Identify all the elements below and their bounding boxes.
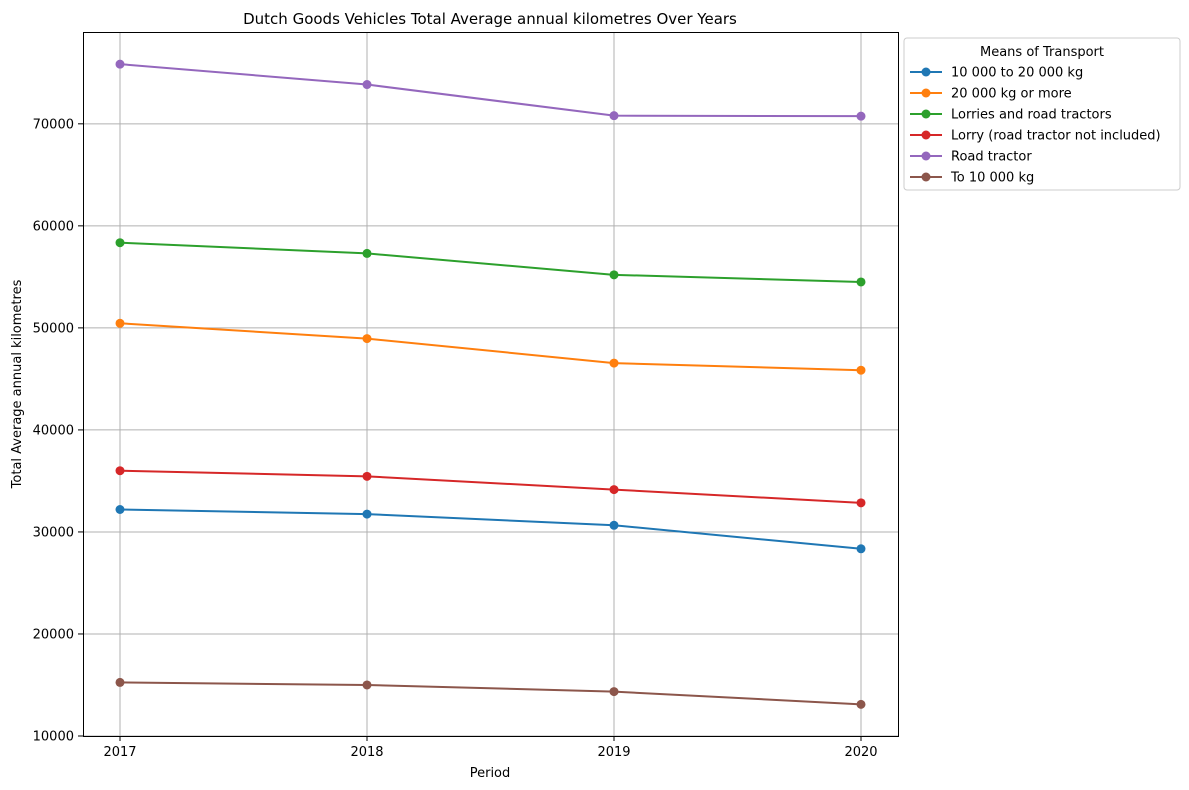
- chart-title: Dutch Goods Vehicles Total Average annua…: [243, 10, 737, 28]
- legend-marker: [921, 109, 931, 119]
- legend-marker: [921, 88, 931, 98]
- legend: Means of Transport 10 000 to 20 000 kg 20…: [903, 37, 1181, 191]
- series-line: [119, 508, 862, 550]
- y-tick-label: 60000: [33, 219, 74, 234]
- data-point: [115, 59, 125, 69]
- data-point: [856, 277, 866, 287]
- y-tick-label: 20000: [33, 627, 74, 642]
- legend-label: Lorry (road tractor not included): [951, 129, 1161, 144]
- y-tick-label: 10000: [33, 730, 74, 745]
- data-point: [115, 466, 125, 476]
- legend-marker: [921, 172, 931, 182]
- x-tick-label: 2020: [844, 745, 877, 760]
- data-point: [362, 680, 372, 690]
- series-lines: [119, 63, 862, 706]
- x-tick-label: 2017: [103, 745, 136, 760]
- y-tick-label: 70000: [33, 117, 74, 132]
- y-tick-label: 50000: [33, 321, 74, 336]
- legend-box: [903, 37, 1181, 191]
- series-line: [119, 322, 862, 372]
- data-point: [362, 248, 372, 258]
- y-axis-label: Total Average annual kilometres: [10, 279, 25, 489]
- legend-label: To 10 000 kg: [950, 171, 1034, 186]
- data-point: [362, 471, 372, 481]
- legend-marker: [921, 130, 931, 140]
- data-point: [856, 111, 866, 121]
- data-point: [115, 677, 125, 687]
- data-point: [115, 504, 125, 514]
- data-point: [609, 520, 619, 530]
- y-axis-ticks: 10000 20000 30000 40000 50000 60000 70000: [33, 117, 83, 745]
- data-point: [362, 509, 372, 519]
- data-point: [115, 318, 125, 328]
- legend-marker: [921, 67, 931, 77]
- series-points: [115, 59, 866, 709]
- x-axis-label: Period: [470, 766, 511, 781]
- series-line: [119, 63, 862, 118]
- data-point: [362, 334, 372, 344]
- data-point: [609, 270, 619, 280]
- data-point: [856, 365, 866, 375]
- data-point: [609, 687, 619, 697]
- x-axis-ticks: 2017 2018 2019 2020: [103, 736, 878, 760]
- data-point: [856, 498, 866, 508]
- data-point: [609, 485, 619, 495]
- y-tick-label: 30000: [33, 525, 74, 540]
- y-tick-label: 40000: [33, 423, 74, 438]
- plot-frame: [83, 32, 899, 737]
- legend-label: 10 000 to 20 000 kg: [951, 66, 1083, 81]
- series-line: [119, 469, 862, 504]
- legend-label: 20 000 kg or more: [951, 87, 1072, 102]
- data-point: [609, 111, 619, 121]
- series-line: [119, 241, 862, 283]
- x-tick-label: 2019: [597, 745, 630, 760]
- x-tick-label: 2018: [350, 745, 383, 760]
- legend-label: Road tractor: [951, 150, 1032, 165]
- series-line: [119, 681, 862, 706]
- data-point: [856, 544, 866, 554]
- data-point: [856, 699, 866, 709]
- grid-lines: [83, 32, 898, 737]
- legend-label: Lorries and road tractors: [951, 108, 1112, 123]
- data-point: [609, 358, 619, 368]
- data-point: [115, 238, 125, 248]
- data-point: [362, 80, 372, 90]
- legend-title: Means of Transport: [980, 45, 1104, 60]
- legend-marker: [921, 151, 931, 161]
